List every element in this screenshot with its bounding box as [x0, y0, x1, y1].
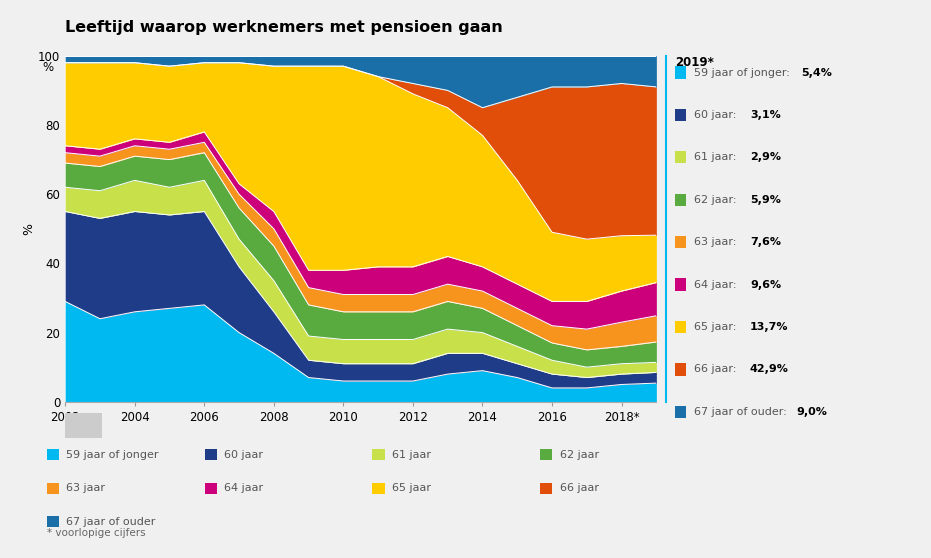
- Text: 5,4%: 5,4%: [801, 68, 832, 78]
- Text: 9,0%: 9,0%: [796, 407, 827, 417]
- Text: 65 jaar:: 65 jaar:: [694, 322, 739, 332]
- Text: 60 jaar:: 60 jaar:: [694, 110, 739, 120]
- Text: 3,1%: 3,1%: [749, 110, 781, 120]
- Text: 67 jaar of ouder:: 67 jaar of ouder:: [694, 407, 789, 417]
- Text: 2019*: 2019*: [675, 56, 714, 69]
- Text: 61 jaar: 61 jaar: [392, 450, 431, 460]
- Text: * voorlopige cijfers: * voorlopige cijfers: [47, 528, 145, 538]
- Text: 5,9%: 5,9%: [749, 195, 781, 205]
- Text: 9,6%: 9,6%: [749, 280, 781, 290]
- Text: 7,6%: 7,6%: [749, 237, 781, 247]
- Text: 65 jaar: 65 jaar: [392, 483, 431, 493]
- Text: Leeftijd waarop werknemers met pensioen gaan: Leeftijd waarop werknemers met pensioen …: [65, 20, 503, 35]
- Text: 59 jaar of jonger:: 59 jaar of jonger:: [694, 68, 793, 78]
- Text: 66 jaar: 66 jaar: [560, 483, 599, 493]
- Text: 62 jaar:: 62 jaar:: [694, 195, 739, 205]
- Text: 63 jaar: 63 jaar: [66, 483, 105, 493]
- Text: 62 jaar: 62 jaar: [560, 450, 599, 460]
- Text: 61 jaar:: 61 jaar:: [694, 152, 739, 162]
- Text: 60 jaar: 60 jaar: [224, 450, 263, 460]
- Text: 59 jaar of jonger: 59 jaar of jonger: [66, 450, 158, 460]
- Text: 67 jaar of ouder: 67 jaar of ouder: [66, 517, 155, 527]
- Text: 2,9%: 2,9%: [749, 152, 781, 162]
- Text: 13,7%: 13,7%: [749, 322, 789, 332]
- Text: 42,9%: 42,9%: [749, 364, 789, 374]
- Text: 64 jaar:: 64 jaar:: [694, 280, 739, 290]
- Text: 64 jaar: 64 jaar: [224, 483, 263, 493]
- Text: %: %: [42, 61, 53, 74]
- Text: 63 jaar:: 63 jaar:: [694, 237, 739, 247]
- Text: 66 jaar:: 66 jaar:: [694, 364, 739, 374]
- Y-axis label: %: %: [22, 223, 35, 235]
